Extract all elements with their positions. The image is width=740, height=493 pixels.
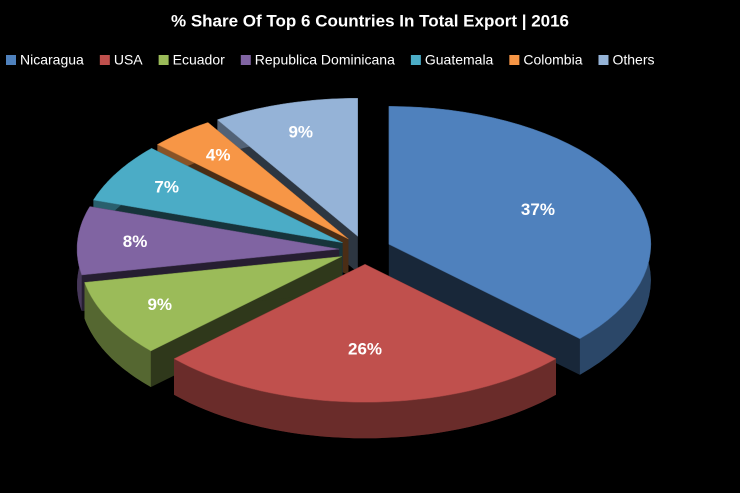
legend-label: Ecuador (173, 52, 225, 68)
legend-label: Nicaragua (20, 52, 84, 68)
legend-swatch (598, 55, 609, 65)
slice-top (216, 98, 358, 237)
data-label: 4% (206, 146, 231, 165)
data-label: 8% (123, 232, 148, 251)
pie: 37% 26% 9% 8% 7% 4% 9% (76, 98, 652, 439)
data-label: 7% (154, 177, 179, 196)
slice-top (388, 106, 652, 340)
slice-rim (84, 282, 151, 387)
slice-rim (174, 358, 556, 439)
slice-top (156, 122, 349, 240)
legend-swatch (6, 55, 16, 65)
data-label: 9% (288, 122, 313, 141)
legend-swatch (158, 55, 169, 65)
slice-top (84, 256, 342, 352)
slice (388, 106, 652, 375)
slice-wall (388, 244, 580, 375)
legend-swatch (509, 55, 520, 65)
data-label: 26% (348, 339, 382, 358)
slice-top (76, 206, 340, 276)
legend-label: Colombia (523, 52, 582, 68)
slice-top (92, 148, 343, 243)
legend-label: Republica Dominicana (255, 52, 395, 68)
slice-top (173, 264, 557, 403)
legend-label: USA (114, 52, 143, 68)
legend: Nicaragua USA Ecuador Republica Dominicana G… (6, 52, 655, 68)
chart-title: % Share Of Top 6 Countries In Total Expo… (171, 11, 569, 30)
legend-swatch (99, 55, 110, 65)
data-label: 9% (147, 295, 172, 314)
legend-swatch (240, 55, 251, 65)
legend-swatch (410, 55, 421, 65)
slice (173, 264, 557, 439)
legend-label: Guatemala (425, 52, 494, 68)
data-label: 37% (521, 200, 555, 219)
legend-label: Others (612, 52, 654, 68)
